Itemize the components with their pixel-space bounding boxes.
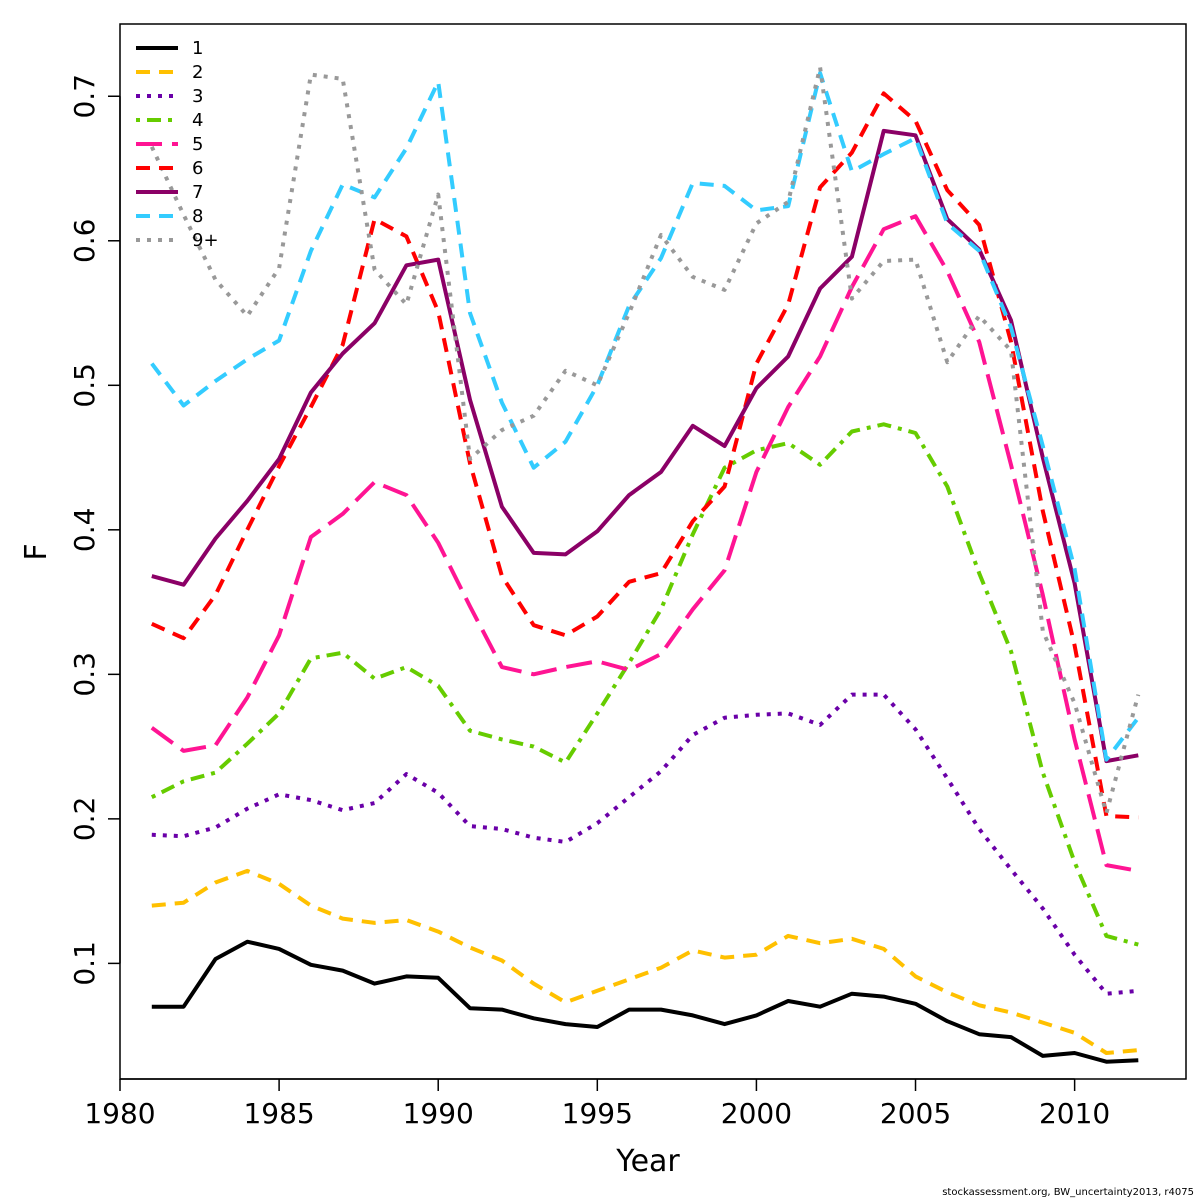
- legend: 1 2 3 4 5 6 7 8 9+: [136, 38, 219, 251]
- x-tick-label: 1995: [562, 1097, 633, 1130]
- legend-label: 4: [192, 110, 203, 131]
- series-line-5: [150, 214, 1139, 873]
- x-tick-label: 2010: [1039, 1097, 1110, 1130]
- series-line-8: [150, 71, 1140, 762]
- series-lines: [149, 65, 1141, 1064]
- legend-label: 7: [192, 182, 203, 203]
- legend-label: 5: [192, 134, 203, 155]
- x-tick-label: 1985: [243, 1097, 314, 1130]
- y-tick-label: 0.2: [68, 797, 101, 842]
- series-line-2: [151, 868, 1139, 1055]
- series-line-9plus: [149, 65, 1141, 816]
- y-tick-label: 0.5: [68, 363, 101, 408]
- x-axis: 1980 1985 1990 1995 2000 2005 2010: [84, 1078, 1110, 1130]
- legend-label: 1: [192, 38, 203, 59]
- legend-label: 8: [192, 206, 203, 227]
- legend-label: 9+: [192, 230, 219, 251]
- legend-label: 6: [192, 158, 203, 179]
- x-tick-label: 1980: [84, 1097, 155, 1130]
- series-line-1: [151, 939, 1139, 1064]
- plot-frame: [119, 23, 1187, 1080]
- y-tick-label: 0.6: [68, 219, 101, 264]
- footer-credit: stockassessment.org, BW_uncertainty2013,…: [942, 1187, 1194, 1198]
- series-line-3: [151, 692, 1139, 996]
- legend-label: 2: [192, 62, 203, 83]
- x-tick-label: 2000: [721, 1097, 792, 1130]
- series-line-6: [150, 91, 1139, 820]
- x-tick-label: 1990: [403, 1097, 474, 1130]
- series-line-4: [150, 422, 1139, 947]
- y-axis-title: F: [19, 543, 54, 560]
- y-axis: 0.1 0.2 0.3 0.4 0.5 0.6 0.7: [68, 74, 121, 986]
- legend-label: 3: [192, 86, 203, 107]
- x-tick-label: 2005: [880, 1097, 951, 1130]
- y-tick-label: 0.7: [68, 74, 101, 119]
- y-tick-label: 0.1: [68, 941, 101, 986]
- y-tick-label: 0.3: [68, 652, 101, 697]
- series-line-7: [151, 128, 1139, 764]
- y-tick-label: 0.4: [68, 508, 101, 553]
- x-axis-title: Year: [615, 1144, 680, 1179]
